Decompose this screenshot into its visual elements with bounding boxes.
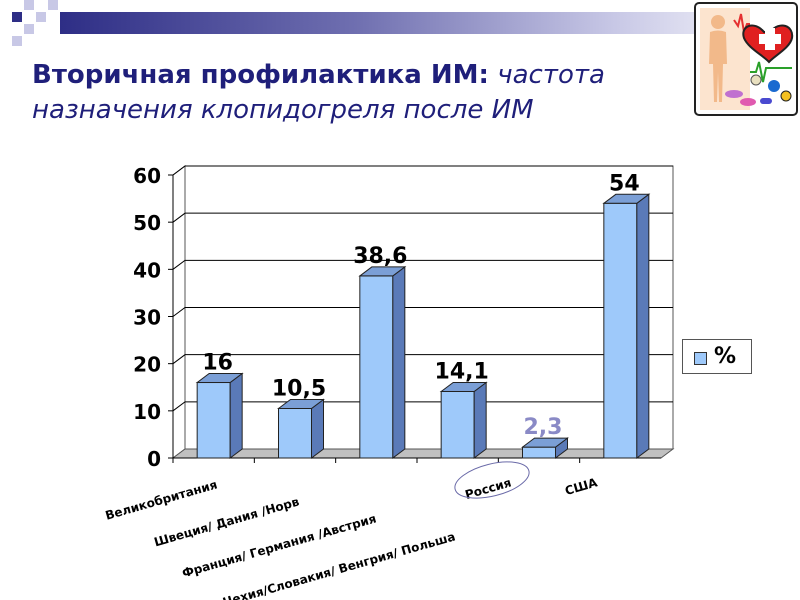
title-bold-part: Вторичная профилактика ИМ: [32,60,489,90]
chart-legend: % [682,339,752,374]
data-label: 10,5 [272,376,326,401]
bar-side [392,265,406,459]
gridline [172,212,673,223]
y-tick-label: 30 [133,306,161,330]
bar-top [602,193,651,204]
bar [522,446,556,459]
bar-side [311,398,324,459]
title-italic-part: частота назначения клопидогреля после ИМ [32,60,605,125]
bar-side [473,381,487,459]
x-tick-label: Чехия/Словакия/ Венгрия/ Польша [221,529,457,600]
data-label: 2,3 [524,415,563,440]
bar [603,202,638,459]
highlight-ellipse [454,461,530,499]
y-tick-label: 40 [133,258,161,282]
y-tick-label: 20 [133,353,161,377]
header-gradient-bar [60,12,800,34]
y-tick-label: 50 [133,211,161,235]
gridline [172,307,673,317]
legend-swatch [694,352,707,365]
bar-side [636,193,650,459]
bar-top [358,266,407,277]
bar-top [195,373,244,384]
decorative-squares [0,0,60,50]
data-label: 38,6 [353,244,407,269]
x-tick-label: США [563,475,599,498]
gridline [172,259,673,270]
gridline [172,165,673,176]
bar [278,407,312,459]
bar [196,382,231,459]
data-label: 54 [609,171,640,196]
bar [440,390,475,459]
x-tick-label: Великобритания [104,477,219,522]
legend-label: % [714,344,737,369]
y-tick-label: 10 [133,400,161,424]
chart-floor [171,448,675,459]
gridline [172,354,673,365]
bar-top [439,381,488,392]
data-label: 16 [202,351,233,376]
bar-side [229,372,243,459]
data-label: 14,1 [435,359,489,384]
gridline [172,401,673,412]
bar-top [277,398,325,409]
health-medical-icon [694,2,798,116]
y-tick-label: 60 [133,164,161,188]
bar [359,275,394,459]
slide-title: Вторичная профилактика ИМ: частота назна… [32,58,682,128]
y-tick-label: 0 [147,447,161,471]
bar-top [521,437,569,448]
